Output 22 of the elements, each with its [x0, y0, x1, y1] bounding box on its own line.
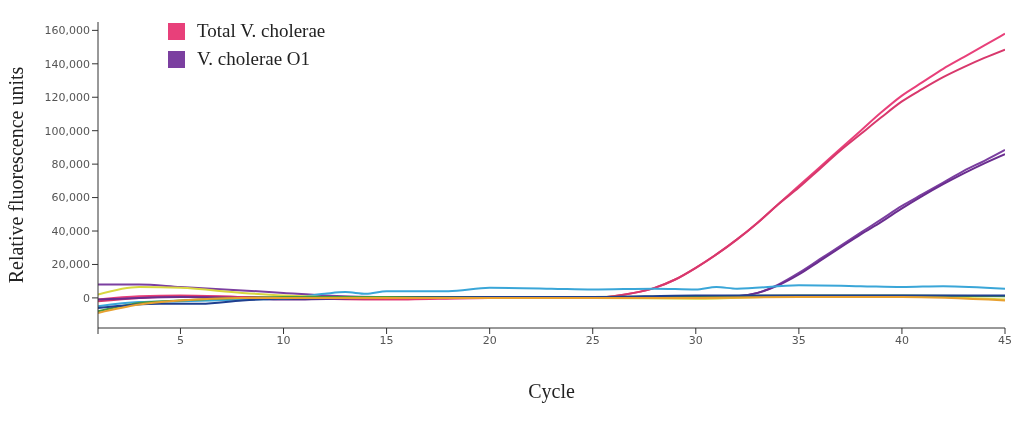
legend-label: Total V. cholerae [197, 20, 326, 42]
x-tick-label: 15 [379, 333, 394, 347]
x-tick-label: 5 [176, 333, 184, 347]
x-axis-title: Cycle [528, 380, 575, 403]
legend-label: V. cholerae O1 [197, 48, 311, 70]
y-tick-label: 40,000 [51, 224, 90, 238]
y-tick-label: 120,000 [44, 91, 90, 105]
y-tick-label: 0 [83, 291, 90, 305]
y-tick-label: 160,000 [44, 24, 90, 38]
x-tick-label: 40 [894, 333, 909, 347]
x-tick-label: 25 [585, 333, 600, 347]
x-tick-label: 10 [276, 333, 291, 347]
y-axis-title: Relative fluorescence units [5, 66, 28, 284]
y-tick-label: 100,000 [44, 124, 90, 138]
y-tick-label: 20,000 [51, 258, 90, 272]
y-tick-label: 140,000 [44, 57, 90, 71]
x-tick-label: 20 [482, 333, 497, 347]
x-tick-label: 45 [998, 333, 1012, 347]
x-tick-label: 30 [688, 333, 703, 347]
y-tick-label: 60,000 [51, 191, 90, 205]
x-tick-label: 35 [791, 333, 806, 347]
y-tick-label: 80,000 [51, 158, 90, 172]
